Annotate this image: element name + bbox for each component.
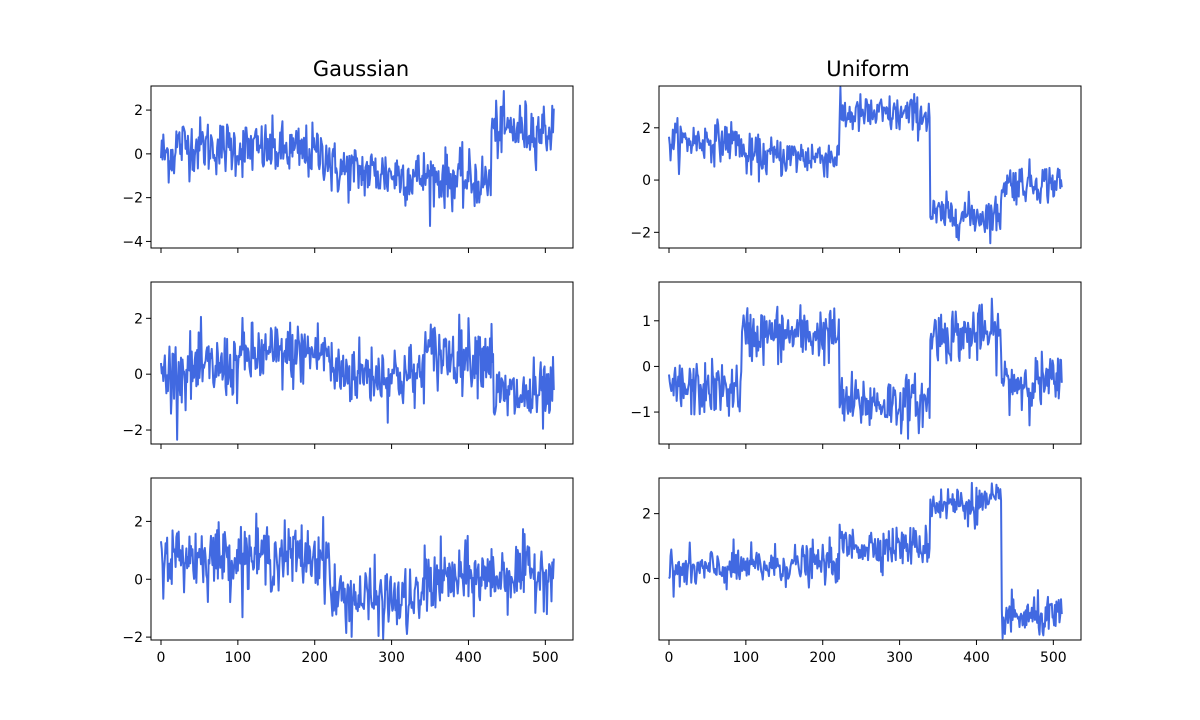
x-tick-label-uniform-3: 0 — [665, 650, 674, 666]
y-tick-label-gaussian-2: −2 — [122, 423, 143, 439]
y-tick-label-gaussian-3: 2 — [134, 514, 143, 530]
axes-frame-uniform-3 — [658, 477, 1082, 641]
column-title-gaussian: Gaussian — [313, 57, 409, 81]
y-tick-label-gaussian-1: 0 — [134, 147, 143, 163]
axes-frame-uniform-2 — [658, 281, 1082, 445]
x-tick-label-uniform-3: 400 — [963, 650, 990, 666]
axes-frame-gaussian-3 — [150, 477, 574, 641]
axes-frame-gaussian-1 — [150, 85, 574, 249]
y-tick-label-gaussian-1: −2 — [122, 191, 143, 207]
x-tick-label-gaussian-3: 200 — [301, 650, 328, 666]
y-tick-label-gaussian-1: −4 — [122, 234, 143, 250]
x-tick-label-uniform-3: 200 — [809, 650, 836, 666]
x-tick-label-gaussian-3: 0 — [157, 650, 166, 666]
x-tick-label-gaussian-3: 400 — [455, 650, 482, 666]
y-tick-label-uniform-1: 2 — [642, 121, 651, 137]
axes-frame-uniform-1 — [658, 85, 1082, 249]
y-tick-label-gaussian-1: 2 — [134, 103, 143, 119]
series-line-uniform-1 — [667, 86, 1063, 245]
y-tick-label-uniform-3: 2 — [642, 507, 651, 523]
subplot-gaussian-3: −2 0 2 0 100 200 300 400 500 — [122, 477, 574, 666]
subplot-uniform-2: −1 0 1 — [630, 281, 1082, 449]
y-tick-label-uniform-1: −2 — [630, 225, 651, 241]
y-tick-label-uniform-2: −1 — [630, 405, 651, 421]
series-line-gaussian-2 — [159, 313, 555, 441]
subplot-uniform-3: 0 2 0 100 200 300 400 500 — [642, 477, 1082, 666]
series-line-uniform-3 — [668, 481, 1063, 640]
subplot-grid: −4 −2 0 2 −2 0 2 −2 0 2 −1 0 1 −2 0 2 0 100 200 300 400 500 0 2… — [122, 85, 1082, 666]
subplot-gaussian-2: −2 0 2 — [122, 281, 574, 449]
x-tick-label-gaussian-3: 300 — [378, 650, 405, 666]
y-tick-label-uniform-3: 0 — [642, 571, 651, 587]
y-tick-label-gaussian-2: 0 — [134, 367, 143, 383]
y-tick-label-gaussian-3: −2 — [122, 630, 143, 646]
x-tick-label-uniform-3: 100 — [732, 650, 759, 666]
y-tick-label-uniform-2: 1 — [642, 314, 651, 330]
series-line-gaussian-3 — [159, 512, 555, 640]
y-tick-label-uniform-1: 0 — [642, 173, 651, 189]
x-tick-label-gaussian-3: 100 — [224, 650, 251, 666]
y-tick-label-uniform-2: 0 — [642, 359, 651, 375]
subplot-gaussian-1: −4 −2 0 2 — [122, 85, 574, 253]
subplot-uniform-1: −2 0 2 — [630, 85, 1082, 253]
x-tick-label-gaussian-3: 500 — [532, 650, 559, 666]
column-title-uniform: Uniform — [826, 57, 909, 81]
axes-frame-gaussian-2 — [150, 281, 574, 445]
y-tick-label-gaussian-2: 2 — [134, 311, 143, 327]
x-tick-label-uniform-3: 300 — [886, 650, 913, 666]
series-line-gaussian-1 — [159, 90, 555, 227]
series-line-uniform-2 — [667, 297, 1063, 440]
y-tick-label-gaussian-3: 0 — [134, 572, 143, 588]
x-tick-label-uniform-3: 500 — [1040, 650, 1067, 666]
